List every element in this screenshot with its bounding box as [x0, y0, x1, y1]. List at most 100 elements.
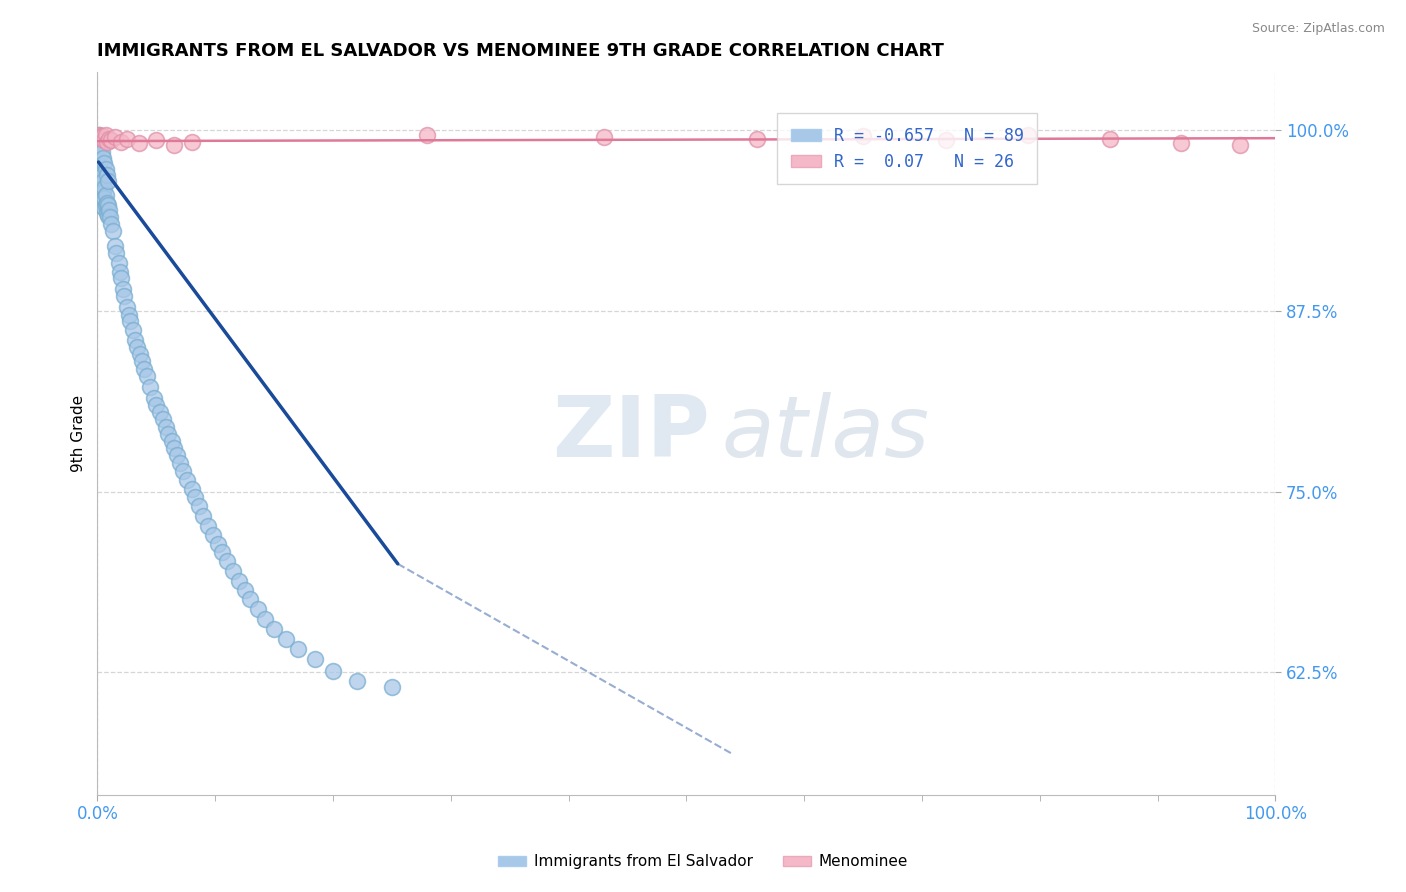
Point	[98, 202, 121, 217]
Point	[93, 156, 115, 170]
Point	[96, 168, 118, 182]
Point	[157, 426, 180, 441]
Point	[142, 391, 165, 405]
Point	[101, 224, 124, 238]
Point	[91, 186, 114, 200]
Point	[90, 167, 112, 181]
Point	[152, 412, 174, 426]
Text: atlas: atlas	[721, 392, 929, 475]
Point	[381, 680, 404, 694]
Point	[228, 574, 250, 589]
Point	[104, 130, 127, 145]
Point	[745, 132, 768, 146]
Point	[160, 434, 183, 448]
Point	[90, 177, 112, 191]
Point	[93, 202, 115, 216]
Point	[155, 419, 177, 434]
Point	[274, 632, 297, 646]
Point	[215, 554, 238, 568]
Point	[93, 191, 115, 205]
Point	[91, 181, 114, 195]
Point	[91, 174, 114, 188]
Point	[184, 491, 207, 505]
Point	[110, 270, 132, 285]
Point	[172, 464, 194, 478]
Point	[128, 347, 150, 361]
Point	[131, 354, 153, 368]
Point	[93, 181, 115, 195]
Point	[135, 368, 157, 383]
Point	[1017, 128, 1039, 142]
Point	[145, 398, 167, 412]
Point	[89, 163, 111, 178]
Point	[98, 210, 121, 224]
Point	[121, 323, 143, 337]
Point	[416, 128, 439, 142]
Point	[107, 256, 129, 270]
Point	[94, 198, 117, 212]
Point	[91, 195, 114, 210]
Point	[253, 612, 276, 626]
Point	[201, 528, 224, 542]
Point	[233, 582, 256, 597]
Point	[105, 246, 128, 260]
Y-axis label: 9th Grade: 9th Grade	[72, 395, 86, 472]
Point	[145, 133, 167, 147]
Point	[96, 205, 118, 219]
Point	[169, 456, 191, 470]
Point	[1229, 137, 1251, 152]
Point	[124, 333, 146, 347]
Point	[176, 473, 198, 487]
Point	[90, 130, 112, 145]
Point	[346, 673, 368, 688]
Point	[127, 340, 149, 354]
Point	[149, 405, 172, 419]
Point	[852, 128, 875, 143]
Point	[87, 128, 110, 142]
Point	[96, 135, 118, 149]
Point	[211, 545, 233, 559]
Point	[120, 314, 142, 328]
Point	[263, 622, 285, 636]
Point	[246, 601, 269, 615]
Point	[89, 174, 111, 188]
Point	[97, 209, 120, 223]
Point	[87, 137, 110, 152]
Point	[222, 564, 245, 578]
Point	[91, 132, 114, 146]
Point	[96, 195, 118, 210]
Point	[304, 652, 326, 666]
Point	[110, 135, 132, 149]
Point	[197, 519, 219, 533]
Point	[87, 128, 110, 142]
Point	[97, 198, 120, 212]
Point	[91, 169, 114, 184]
Point	[90, 188, 112, 202]
Point	[90, 198, 112, 212]
Point	[93, 133, 115, 147]
Point	[91, 128, 114, 143]
Point	[115, 300, 138, 314]
Point	[89, 133, 111, 147]
Point	[139, 380, 162, 394]
Text: ZIP: ZIP	[553, 392, 710, 475]
Point	[1099, 132, 1122, 146]
Point	[180, 135, 202, 149]
Point	[91, 193, 114, 207]
Point	[180, 482, 202, 496]
Point	[114, 289, 136, 303]
Point	[94, 128, 117, 142]
Point	[89, 128, 111, 143]
Text: Source: ZipAtlas.com: Source: ZipAtlas.com	[1251, 22, 1385, 36]
Point	[128, 136, 150, 151]
Point	[115, 132, 138, 146]
Point	[239, 591, 262, 606]
Point	[100, 133, 122, 147]
Point	[163, 137, 186, 152]
Point	[108, 265, 131, 279]
Text: IMMIGRANTS FROM EL SALVADOR VS MENOMINEE 9TH GRADE CORRELATION CHART: IMMIGRANTS FROM EL SALVADOR VS MENOMINEE…	[97, 42, 945, 60]
Point	[100, 217, 122, 231]
Point	[87, 160, 110, 174]
Point	[207, 536, 229, 550]
Point	[163, 441, 186, 455]
